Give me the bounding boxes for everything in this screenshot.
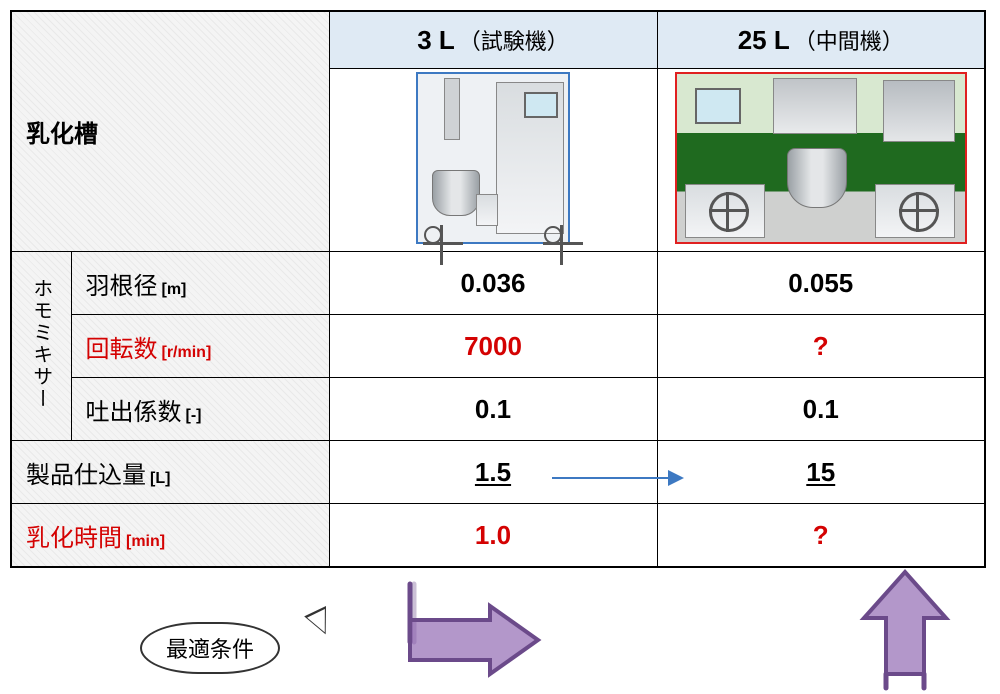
header-25l-sub: （中間機） xyxy=(794,29,904,54)
val-charge-3l: 1.5 xyxy=(329,441,657,504)
homomixer-vertical-label: ホモミキサー xyxy=(27,278,56,410)
purple-arrow-right-icon xyxy=(370,572,550,692)
row-charge-amount: 製品仕込量[L] 1.5 15 xyxy=(11,441,985,504)
purple-arrow-up-icon xyxy=(850,566,960,694)
header-blank-topleft: 乳化槽 xyxy=(11,11,329,252)
figure-root: 乳化槽 3 L（試験機） 25 L（中間機） xyxy=(10,10,990,677)
label-discharge: 吐出係数[-] xyxy=(71,378,329,441)
image-cell-3l xyxy=(329,69,657,252)
val-discharge-3l: 0.1 xyxy=(329,378,657,441)
image-cell-25l xyxy=(657,69,985,252)
val-blade-dia-25l: 0.055 xyxy=(657,252,985,315)
row-rpm: 回転数[r/min] 7000 ? xyxy=(11,315,985,378)
val-blade-dia-3l: 0.036 xyxy=(329,252,657,315)
homomixer-group-cell: ホモミキサー xyxy=(11,252,71,441)
blue-arrow-icon xyxy=(552,477,682,479)
val-time-3l: 1.0 xyxy=(329,504,657,568)
callout-tail-icon xyxy=(304,600,340,635)
label-charge: 製品仕込量[L] xyxy=(11,441,329,504)
row-blade-dia: ホモミキサー 羽根径[m] 0.036 0.055 xyxy=(11,252,985,315)
table-header-row: 乳化槽 3 L（試験機） 25 L（中間機） xyxy=(11,11,985,69)
val-rpm-25l: ? xyxy=(657,315,985,378)
comparison-table: 乳化槽 3 L（試験機） 25 L（中間機） xyxy=(10,10,986,568)
val-charge-25l: 15 xyxy=(657,441,985,504)
row-discharge: 吐出係数[-] 0.1 0.1 xyxy=(11,378,985,441)
row-emulsion-time: 乳化時間[min] 1.0 ? xyxy=(11,504,985,568)
label-blade-dia: 羽根径[m] xyxy=(71,252,329,315)
intermediate-machine-illustration xyxy=(675,72,967,244)
val-rpm-3l: 7000 xyxy=(329,315,657,378)
label-rpm: 回転数[r/min] xyxy=(71,315,329,378)
val-time-25l: ? xyxy=(657,504,985,568)
header-3l: 3 L（試験機） xyxy=(329,11,657,69)
optimal-condition-callout: 最適条件 xyxy=(140,622,280,674)
header-25l: 25 L（中間機） xyxy=(657,11,985,69)
header-3l-sub: （試験機） xyxy=(459,29,569,54)
emulsion-tank-label: 乳化槽 xyxy=(26,121,98,148)
label-emulsion-time: 乳化時間[min] xyxy=(11,504,329,568)
callout-text: 最適条件 xyxy=(166,637,254,662)
header-3l-main: 3 L xyxy=(417,25,455,55)
test-machine-illustration xyxy=(416,72,570,244)
val-discharge-25l: 0.1 xyxy=(657,378,985,441)
header-25l-main: 25 L xyxy=(738,25,790,55)
